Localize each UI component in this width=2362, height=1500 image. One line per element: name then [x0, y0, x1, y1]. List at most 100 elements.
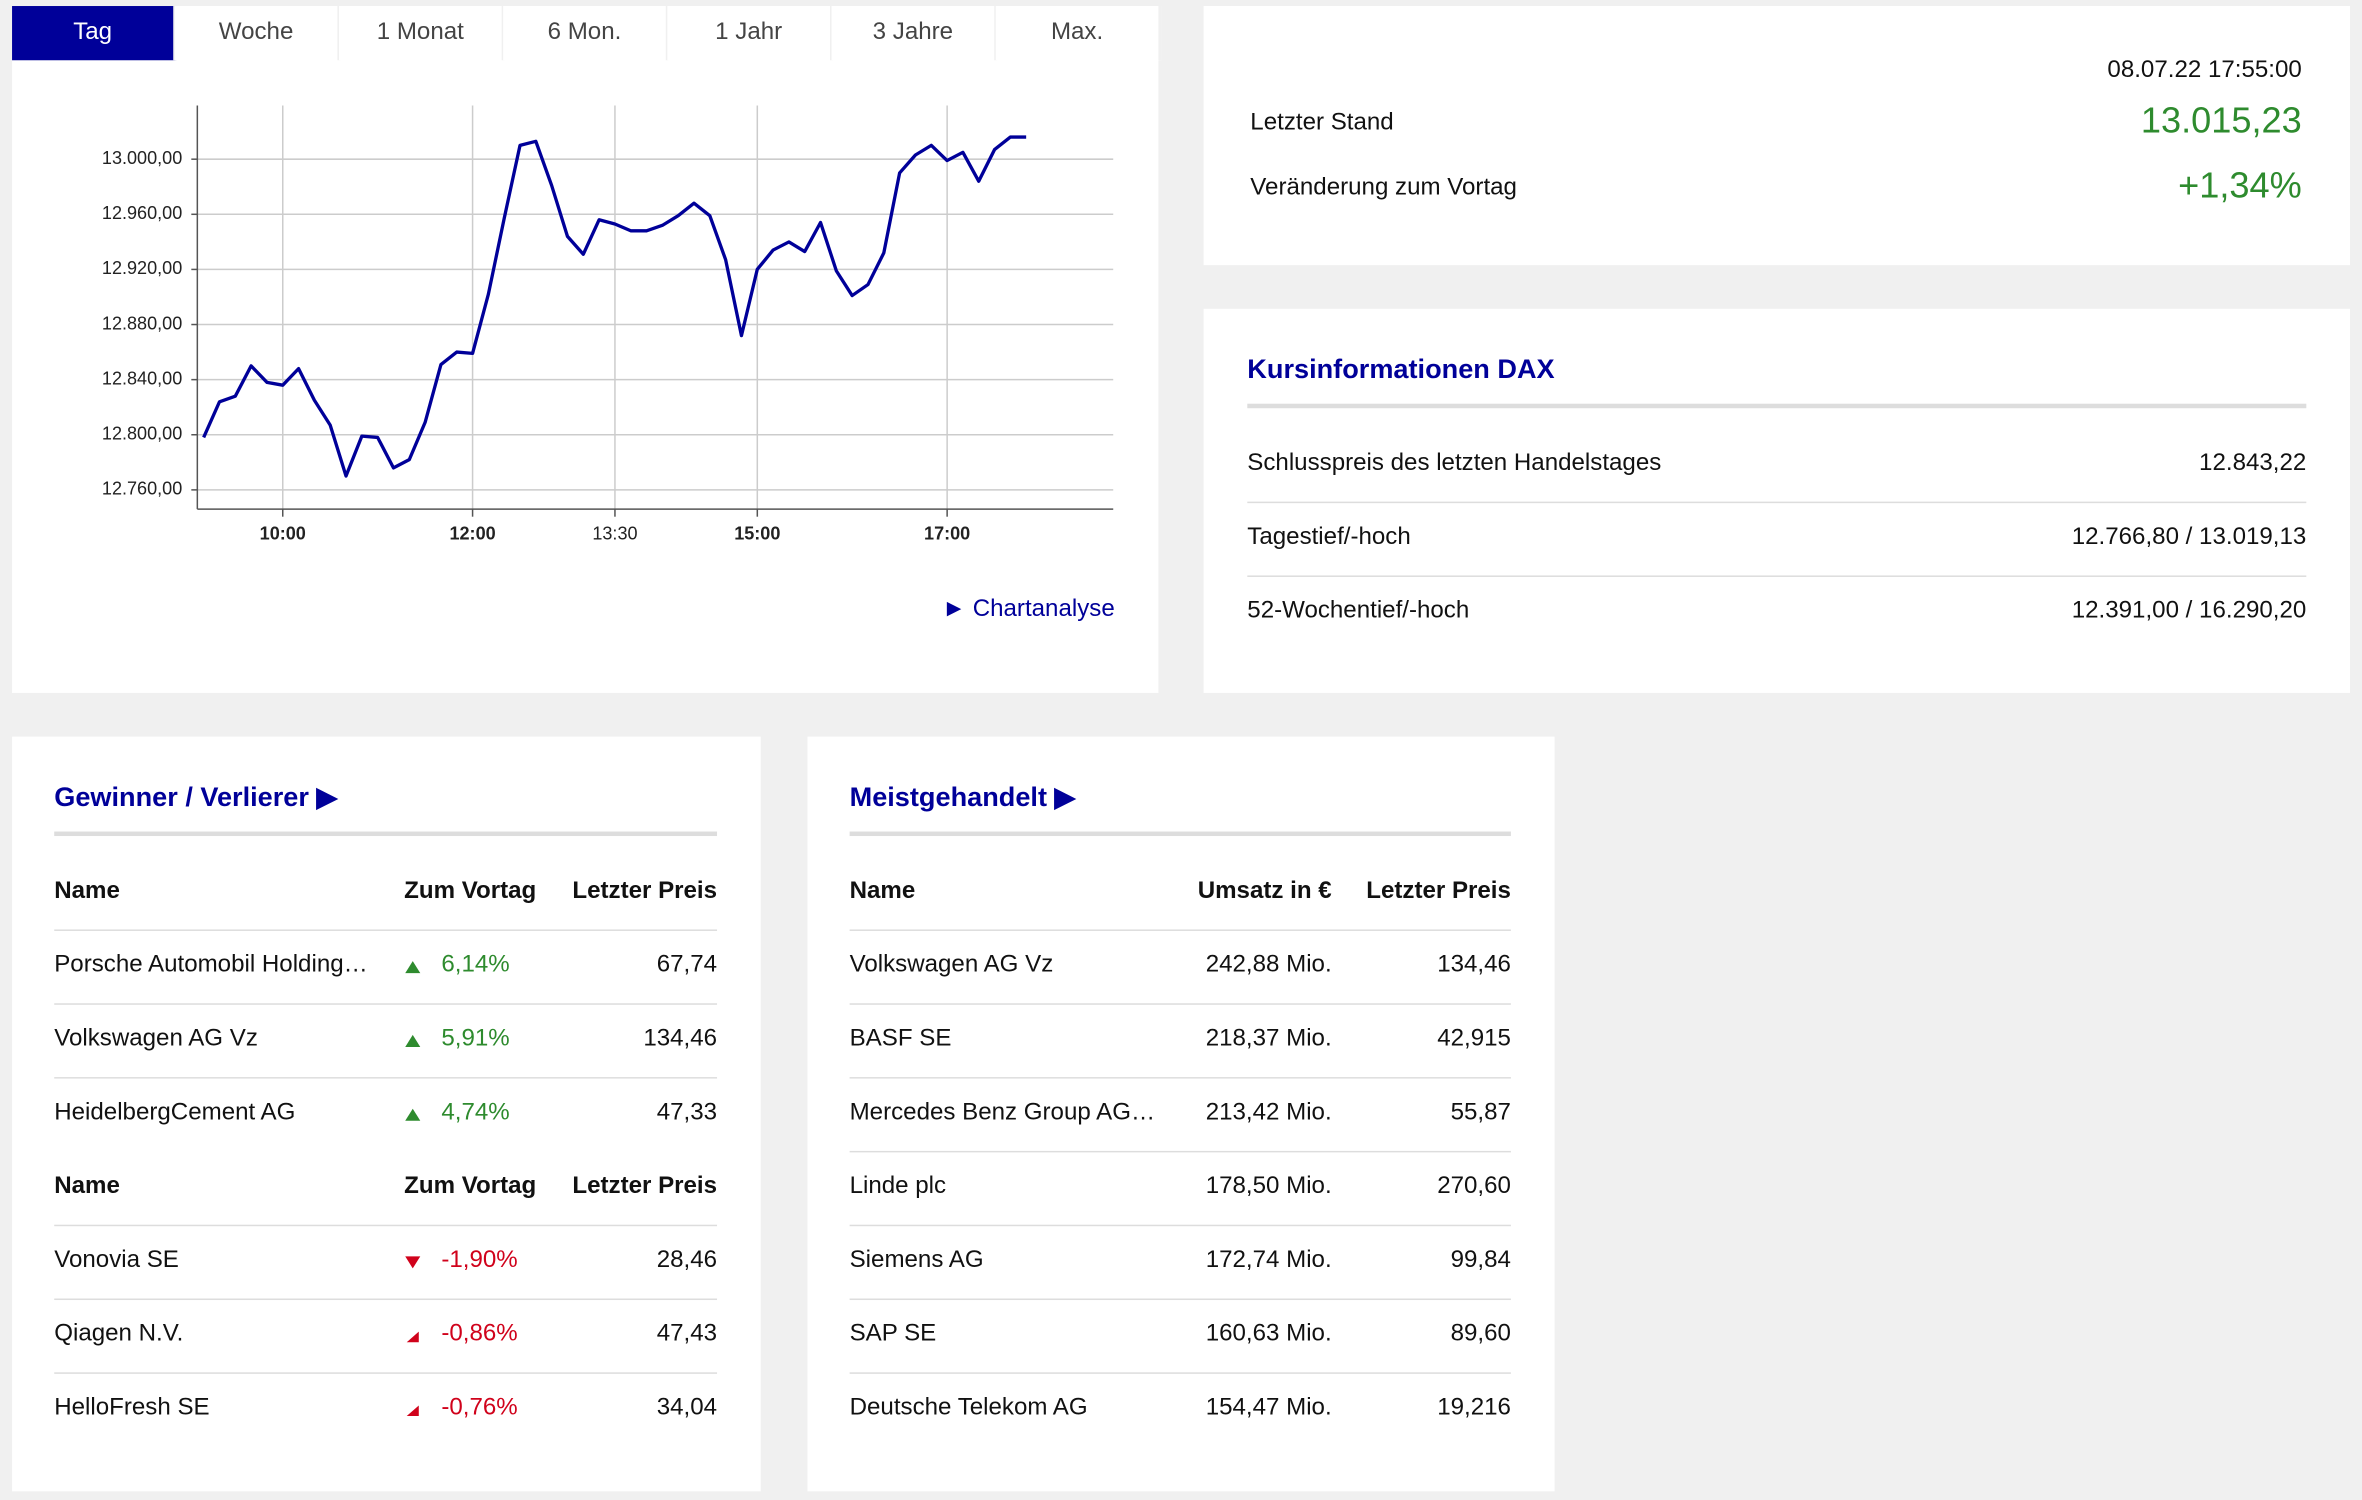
quote-value: +1,34% — [2178, 165, 2302, 207]
stock-name: Siemens AG — [849, 1247, 984, 1273]
turnover: 218,37 Mio. — [1205, 1025, 1332, 1052]
price: 270,60 — [1437, 1173, 1511, 1200]
turnover: 160,63 Mio. — [1205, 1321, 1332, 1347]
change: -0,86% — [441, 1321, 518, 1347]
row-rule — [849, 1298, 1511, 1301]
price: 47,43 — [656, 1321, 718, 1347]
quote-label: Letzter Stand — [1250, 109, 1394, 136]
row-rule — [849, 1372, 1511, 1374]
x-tick-label: 10:00 — [260, 524, 306, 544]
movers-panel — [12, 736, 761, 1492]
title-rule — [1247, 403, 2307, 409]
col-header: Zum Vortag — [404, 878, 537, 904]
stock-name: Volkswagen AG Vz — [849, 952, 1054, 978]
row-rule — [849, 1077, 1511, 1079]
chart-panel — [12, 6, 1159, 693]
trend-icon — [405, 1256, 421, 1269]
price: 19,216 — [1437, 1394, 1511, 1421]
turnover: 154,47 Mio. — [1205, 1394, 1332, 1421]
row-rule — [849, 929, 1511, 931]
y-tick-label: 12.920,00 — [102, 258, 182, 278]
row-rule — [1247, 575, 2307, 577]
info-label: 52-Wochentief/-hoch — [1247, 598, 1470, 624]
info-value: 12.766,80 / 13.019,13 — [2071, 524, 2307, 550]
stock-name: Mercedes Benz Group AG… — [849, 1099, 1156, 1126]
traded-panel — [807, 736, 1555, 1492]
tab[interactable]: 1 Monat — [338, 6, 505, 61]
tab[interactable]: Woche — [174, 6, 341, 61]
row-rule — [54, 929, 718, 931]
stock-name: Deutsche Telekom AG — [849, 1394, 1088, 1421]
y-tick-label: 12.800,00 — [102, 424, 182, 444]
row-rule — [54, 1003, 718, 1005]
y-tick-label: 12.760,00 — [102, 479, 182, 499]
info-panel — [1203, 308, 2350, 693]
price: 89,60 — [1450, 1321, 1511, 1347]
row-rule — [54, 1077, 718, 1079]
col-header: Umsatz in € — [1197, 878, 1332, 904]
stock-name: Vonovia SE — [54, 1247, 179, 1273]
col-header: Zum Vortag — [404, 1173, 537, 1200]
price: 42,915 — [1437, 1025, 1511, 1052]
quote-datetime: 08.07.22 17:55:00 — [2107, 57, 2302, 83]
movers-title[interactable]: Gewinner / Verlierer ▶ — [54, 781, 338, 812]
x-tick-label: 12:00 — [449, 524, 495, 544]
stock-name: SAP SE — [849, 1321, 937, 1347]
trend-icon — [405, 961, 421, 974]
quote-panel — [1203, 6, 2350, 266]
tab[interactable]: 3 Jahre — [831, 6, 998, 61]
stock-name: Volkswagen AG Vz — [54, 1025, 258, 1052]
stock-name: BASF SE — [849, 1025, 952, 1052]
x-tick-label: 13:30 — [592, 524, 637, 544]
stock-name: HelloFresh SE — [54, 1394, 210, 1421]
price: 34,04 — [656, 1394, 718, 1421]
row-rule — [54, 1298, 718, 1301]
row-rule — [54, 1224, 718, 1227]
tab[interactable]: Max. — [995, 6, 1162, 61]
change: 6,14% — [441, 952, 510, 978]
col-header: Name — [54, 878, 120, 904]
stock-name: Linde plc — [849, 1173, 947, 1200]
tab[interactable]: 1 Jahr — [667, 6, 834, 61]
info-title: Kursinformationen DAX — [1247, 354, 1555, 385]
y-tick-label: 13.000,00 — [102, 148, 182, 168]
traded-title[interactable]: Meistgehandelt ▶ — [849, 781, 1076, 812]
tab[interactable]: 6 Mon. — [503, 6, 669, 61]
title-rule — [849, 831, 1511, 837]
chart-link[interactable]: ► Chartanalyse — [942, 596, 1115, 623]
change: -0,76% — [441, 1394, 518, 1421]
row-rule — [849, 1003, 1511, 1005]
y-tick-label: 12.960,00 — [102, 203, 182, 223]
turnover: 178,50 Mio. — [1205, 1173, 1332, 1200]
trend-icon — [405, 1108, 421, 1121]
price: 99,84 — [1450, 1247, 1511, 1273]
turnover: 213,42 Mio. — [1205, 1099, 1332, 1126]
y-tick-label: 12.880,00 — [102, 313, 182, 333]
x-tick-label: 15:00 — [734, 524, 780, 544]
row-rule — [54, 1372, 718, 1374]
change: 4,74% — [441, 1099, 510, 1126]
tab[interactable]: Tag — [12, 6, 177, 61]
change: -1,90% — [441, 1247, 518, 1273]
stock-name: Porsche Automobil Holding… — [54, 952, 368, 978]
info-value: 12.843,22 — [2199, 450, 2307, 477]
col-header: Letzter Preis — [572, 1173, 718, 1200]
turnover: 172,74 Mio. — [1205, 1247, 1332, 1273]
row-rule — [849, 1150, 1511, 1153]
stock-name: Qiagen N.V. — [54, 1321, 184, 1347]
price-line — [202, 135, 1027, 478]
info-label: Tagestief/-hoch — [1247, 524, 1411, 550]
price: 134,46 — [1437, 952, 1511, 978]
price: 28,46 — [656, 1247, 718, 1273]
info-value: 12.391,00 / 16.290,20 — [2071, 598, 2307, 624]
row-rule — [849, 1224, 1511, 1227]
trend-icon — [405, 1034, 421, 1047]
stock-name: HeidelbergCement AG — [54, 1099, 296, 1126]
x-tick-label: 17:00 — [924, 524, 970, 544]
quote-label: Veränderung zum Vortag — [1250, 174, 1517, 201]
trend-icon — [406, 1405, 419, 1417]
trend-icon — [406, 1331, 419, 1343]
row-rule — [1247, 501, 2307, 504]
